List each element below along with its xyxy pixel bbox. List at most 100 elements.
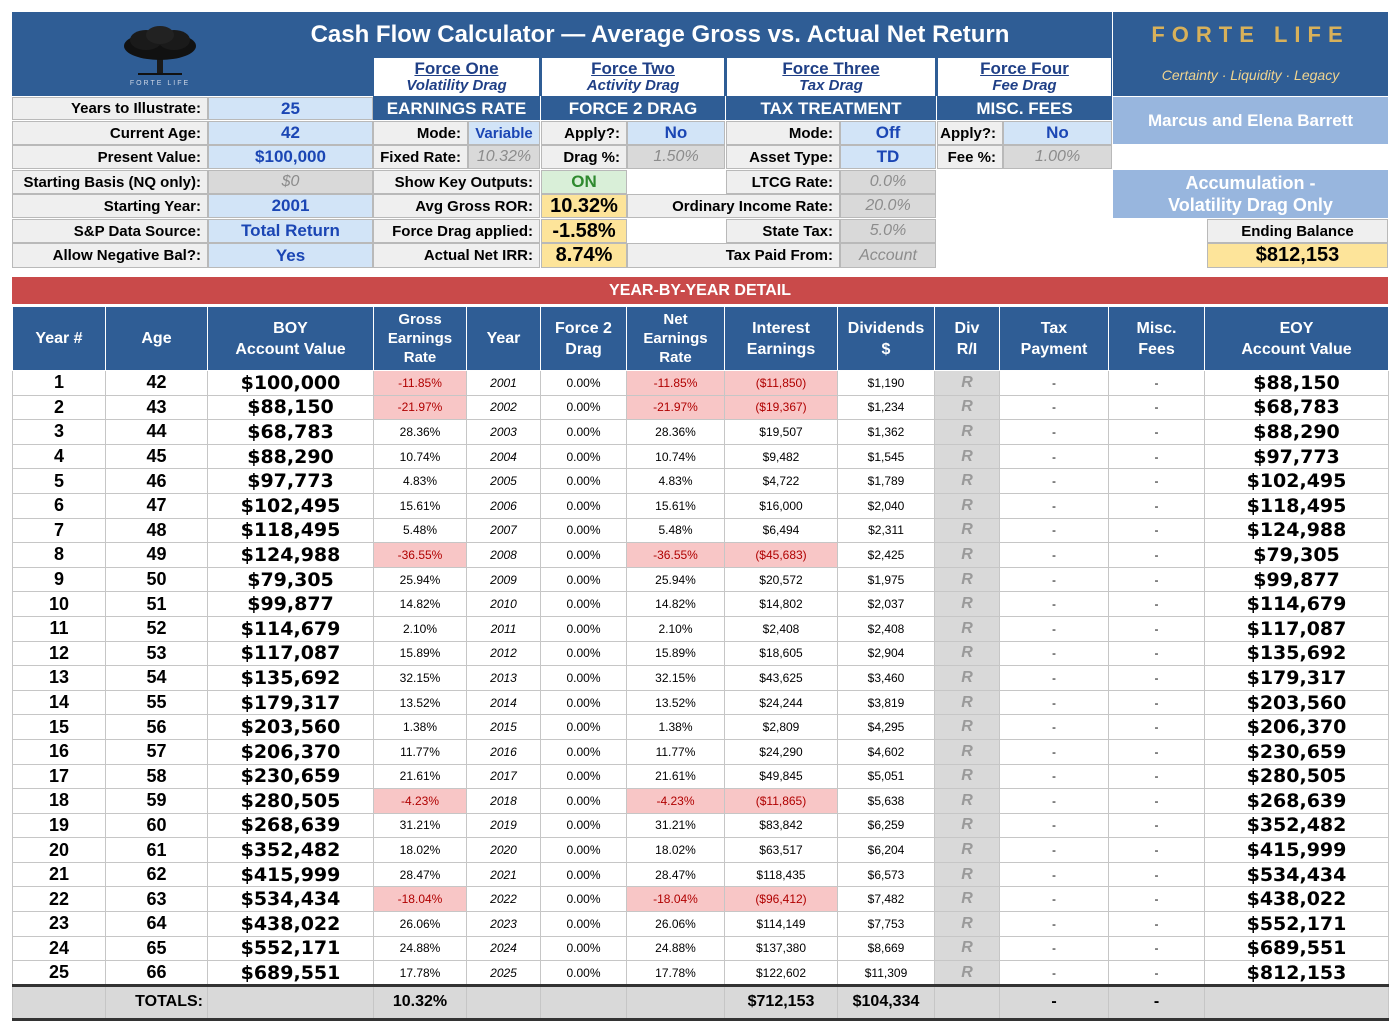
gross-rate-cell: -21.97% — [373, 394, 467, 421]
gross-rate-cell: 32.15% — [373, 665, 467, 691]
eoy-value-cell: $97,773 — [1204, 443, 1389, 470]
f3-paid-select[interactable]: Account — [840, 243, 936, 268]
totals-dividends-cell: $104,334 — [837, 983, 935, 1021]
sp-source-input[interactable]: Total Return — [208, 219, 373, 243]
div-ri-cell: R — [934, 763, 1000, 790]
starting-year-label: Starting Year: — [12, 194, 208, 218]
present-value-label: Present Value: — [12, 145, 208, 169]
age-cell: 56 — [105, 714, 208, 740]
interest-cell: $9,482 — [724, 443, 838, 470]
gross-rate-cell: 21.61% — [373, 763, 467, 790]
force2-drag-cell: 0.00% — [540, 615, 627, 642]
net-rate-cell: 31.21% — [626, 812, 725, 839]
years-input[interactable]: 25 — [208, 97, 373, 120]
client-name: Marcus and Elena Barrett — [1113, 97, 1388, 144]
dividends-cell: $6,204 — [837, 837, 935, 863]
tax-payment-cell: - — [999, 615, 1109, 642]
tax-payment-cell: - — [999, 935, 1109, 962]
dividends-cell: $6,573 — [837, 861, 935, 888]
div-ri-cell: R — [934, 886, 1000, 913]
boy-value-cell: $102,495 — [207, 492, 374, 519]
f2-apply-select[interactable]: No — [627, 121, 725, 145]
tax-payment-cell: - — [999, 443, 1109, 470]
f4-fee-input[interactable]: 1.00% — [1003, 145, 1112, 169]
f4-apply-select[interactable]: No — [1003, 121, 1112, 145]
interest-cell: $24,244 — [724, 689, 838, 716]
net-rate-cell: 28.36% — [626, 419, 725, 445]
ending-balance-value: $812,153 — [1207, 243, 1388, 268]
force2-drag-cell: 0.00% — [540, 738, 627, 765]
table-row: 11 52 $114,679 2.10% 2011 0.00% 2.10% $2,408 $2,… — [12, 615, 1389, 642]
table-row: 16 57 $206,370 11.77% 2016 0.00% 11.77% $24,290… — [12, 738, 1389, 765]
f1-drag-value: -1.58% — [541, 219, 627, 243]
f3-mode-select[interactable]: Off — [840, 121, 936, 145]
totals-year-cell — [466, 983, 541, 1021]
age-cell: 55 — [105, 689, 208, 716]
current-age-input[interactable]: 42 — [208, 121, 373, 145]
boy-value-cell: $100,000 — [207, 370, 374, 396]
totals-tax-payment-cell: - — [999, 983, 1109, 1021]
force-one-header: Force One Volatility Drag — [373, 57, 540, 97]
div-ri-cell: R — [934, 861, 1000, 888]
f1-show-toggle[interactable]: ON — [541, 170, 627, 194]
net-rate-cell: 25.94% — [626, 566, 725, 593]
starting-basis-input[interactable]: $0 — [208, 170, 373, 194]
boy-value-cell: $68,783 — [207, 419, 374, 445]
col-boy-value-header: BOY Account Value — [207, 306, 374, 371]
f1-mode-select[interactable]: Variable — [468, 121, 540, 145]
brand-tagline: Certainty · Liquidity · Legacy — [1161, 67, 1340, 83]
year-number-cell: 9 — [12, 566, 106, 593]
present-value-input[interactable]: $100,000 — [208, 145, 373, 169]
table-row: 24 65 $552,171 24.88% 2024 0.00% 24.88% $137,38… — [12, 935, 1389, 962]
f2-drag-input[interactable]: 1.50% — [627, 145, 725, 169]
tax-payment-cell: - — [999, 738, 1109, 765]
div-ri-cell: R — [934, 370, 1000, 396]
net-rate-cell: -4.23% — [626, 788, 725, 814]
gross-rate-cell: 18.02% — [373, 837, 467, 863]
totals-boy-value-cell — [207, 983, 374, 1021]
f3-ordinary-input[interactable]: 20.0% — [840, 194, 936, 218]
year-number-cell: 22 — [12, 886, 106, 913]
net-rate-cell: 24.88% — [626, 935, 725, 962]
dividends-cell: $4,295 — [837, 714, 935, 740]
force-three-header: Force Three Tax Drag — [726, 57, 936, 97]
year-number-cell: 24 — [12, 935, 106, 962]
f1-fixed-input[interactable]: 10.32% — [468, 145, 540, 169]
detail-section-title: YEAR-BY-YEAR DETAIL — [12, 277, 1388, 304]
boy-value-cell: $352,482 — [207, 837, 374, 863]
f3-state-input[interactable]: 5.0% — [840, 219, 936, 243]
div-ri-cell: R — [934, 714, 1000, 740]
age-cell: 53 — [105, 640, 208, 667]
age-cell: 64 — [105, 911, 208, 937]
tax-payment-cell: - — [999, 468, 1109, 494]
starting-year-input[interactable]: 2001 — [208, 194, 373, 218]
f3-asset-select[interactable]: TD — [840, 145, 936, 169]
age-cell: 51 — [105, 591, 208, 617]
boy-value-cell: $689,551 — [207, 960, 374, 986]
sp-source-label: S&P Data Source: — [12, 219, 208, 243]
current-age-label: Current Age: — [12, 121, 208, 145]
boy-value-cell: $179,317 — [207, 689, 374, 716]
boy-value-cell: $438,022 — [207, 911, 374, 937]
force-four-subtitle: Fee Drag — [992, 77, 1057, 94]
eoy-value-cell: $438,022 — [1204, 886, 1389, 913]
interest-cell: $137,380 — [724, 935, 838, 962]
dividends-cell: $2,040 — [837, 492, 935, 519]
force2-drag-cell: 0.00% — [540, 394, 627, 421]
f3-ltcg-input[interactable]: 0.0% — [840, 170, 936, 194]
year-number-cell: 20 — [12, 837, 106, 863]
eoy-value-cell: $114,679 — [1204, 591, 1389, 617]
eoy-value-cell: $280,505 — [1204, 763, 1389, 790]
dividends-cell: $1,190 — [837, 370, 935, 396]
misc-fees-cell: - — [1108, 542, 1205, 568]
year-number-cell: 7 — [12, 517, 106, 544]
col-div-ri-header: Div R/I — [934, 306, 1000, 371]
col-tax-payment-header: Tax Payment — [999, 306, 1109, 371]
net-rate-cell: -11.85% — [626, 370, 725, 396]
gross-rate-cell: 31.21% — [373, 812, 467, 839]
age-cell: 43 — [105, 394, 208, 421]
negative-bal-input[interactable]: Yes — [208, 243, 373, 268]
age-cell: 45 — [105, 443, 208, 470]
eoy-value-cell: $552,171 — [1204, 911, 1389, 937]
age-cell: 57 — [105, 738, 208, 765]
